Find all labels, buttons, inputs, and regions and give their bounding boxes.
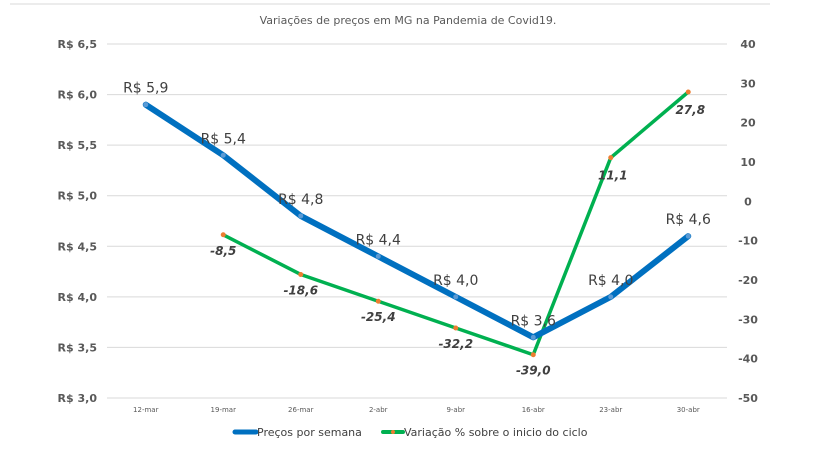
legend-label-prices: Preços por semana [257, 426, 362, 439]
variation-point [685, 89, 691, 95]
price-data-label: R$ 3,6 [511, 313, 556, 329]
variation-data-label: 11,1 [598, 169, 628, 183]
left-axis-tick: R$ 3,0 [58, 392, 98, 405]
price-data-label: R$ 5,4 [201, 131, 246, 147]
x-axis-tick: 30-abr [677, 406, 700, 414]
right-axis-tick: 0 [744, 195, 752, 208]
legend: Preços por semana Variação % sobre o ini… [232, 426, 588, 439]
variation-data-label: -18,6 [283, 283, 318, 297]
variation-data-label: -8,5 [210, 244, 236, 258]
price-point [608, 294, 614, 300]
series-line-variation [222, 90, 690, 357]
price-point [685, 233, 691, 239]
variation-point [298, 271, 304, 277]
left-axis-tick: R$ 4,5 [58, 240, 97, 253]
left-axis-tick: R$ 5,0 [58, 190, 98, 203]
x-axis-tick: 12-mar [133, 406, 159, 414]
right-axis-tick: 30 [740, 77, 756, 90]
variation-point [375, 298, 381, 304]
price-data-label: R$ 4,8 [278, 192, 323, 208]
series-line-prices [142, 101, 692, 341]
left-axis-tick: R$ 6,0 [58, 89, 98, 102]
variation-point [608, 155, 614, 161]
variation-data-label: -39,0 [516, 364, 551, 378]
x-axis-tick: 16-abr [522, 406, 545, 414]
price-data-label: R$ 4,0 [433, 273, 478, 289]
price-data-label: R$ 4,4 [356, 232, 401, 248]
price-point [220, 152, 226, 158]
price-point [530, 334, 536, 340]
variation-point [453, 325, 459, 331]
legend-marker-variation [391, 430, 395, 434]
right-axis-tick: -20 [738, 274, 758, 287]
variation-data-label: -25,4 [361, 310, 396, 324]
x-axis-tick: 2-abr [369, 406, 388, 414]
right-axis-tick: -50 [738, 392, 758, 405]
right-axis-tick: 20 [740, 117, 756, 130]
x-axis-tick: 23-abr [599, 406, 622, 414]
price-data-label: R$ 4,6 [666, 212, 711, 228]
right-axis-tick: 40 [740, 38, 756, 51]
left-axis-tick: R$ 6,5 [58, 38, 97, 51]
left-axis-tick: R$ 5,5 [58, 139, 97, 152]
x-axis-tick: 9-abr [446, 406, 465, 414]
price-point [453, 294, 459, 300]
left-axis-tick: R$ 4,0 [58, 291, 98, 304]
price-point [143, 102, 149, 108]
right-axis-tick: -30 [738, 313, 758, 326]
x-axis-tick: 19-mar [211, 406, 237, 414]
variation-data-label: -32,2 [438, 337, 473, 351]
variation-point [220, 232, 226, 238]
chart-title: Variações de preços em MG na Pandemia de… [260, 14, 557, 27]
variation-data-label: 27,8 [675, 103, 705, 117]
variation-point [530, 352, 536, 358]
price-point [375, 253, 381, 259]
price-data-label: R$ 5,9 [123, 81, 168, 97]
price-point [298, 213, 304, 219]
x-axis-tick: 26-mar [288, 406, 314, 414]
right-axis-tick: 10 [740, 156, 756, 169]
right-axis-tick: -10 [738, 235, 758, 248]
legend-label-variation: Variação % sobre o inicio do ciclo [404, 426, 588, 439]
price-data-label: R$ 4,0 [588, 273, 633, 289]
left-axis-tick: R$ 3,5 [58, 341, 97, 354]
right-axis-tick: -40 [738, 353, 758, 366]
